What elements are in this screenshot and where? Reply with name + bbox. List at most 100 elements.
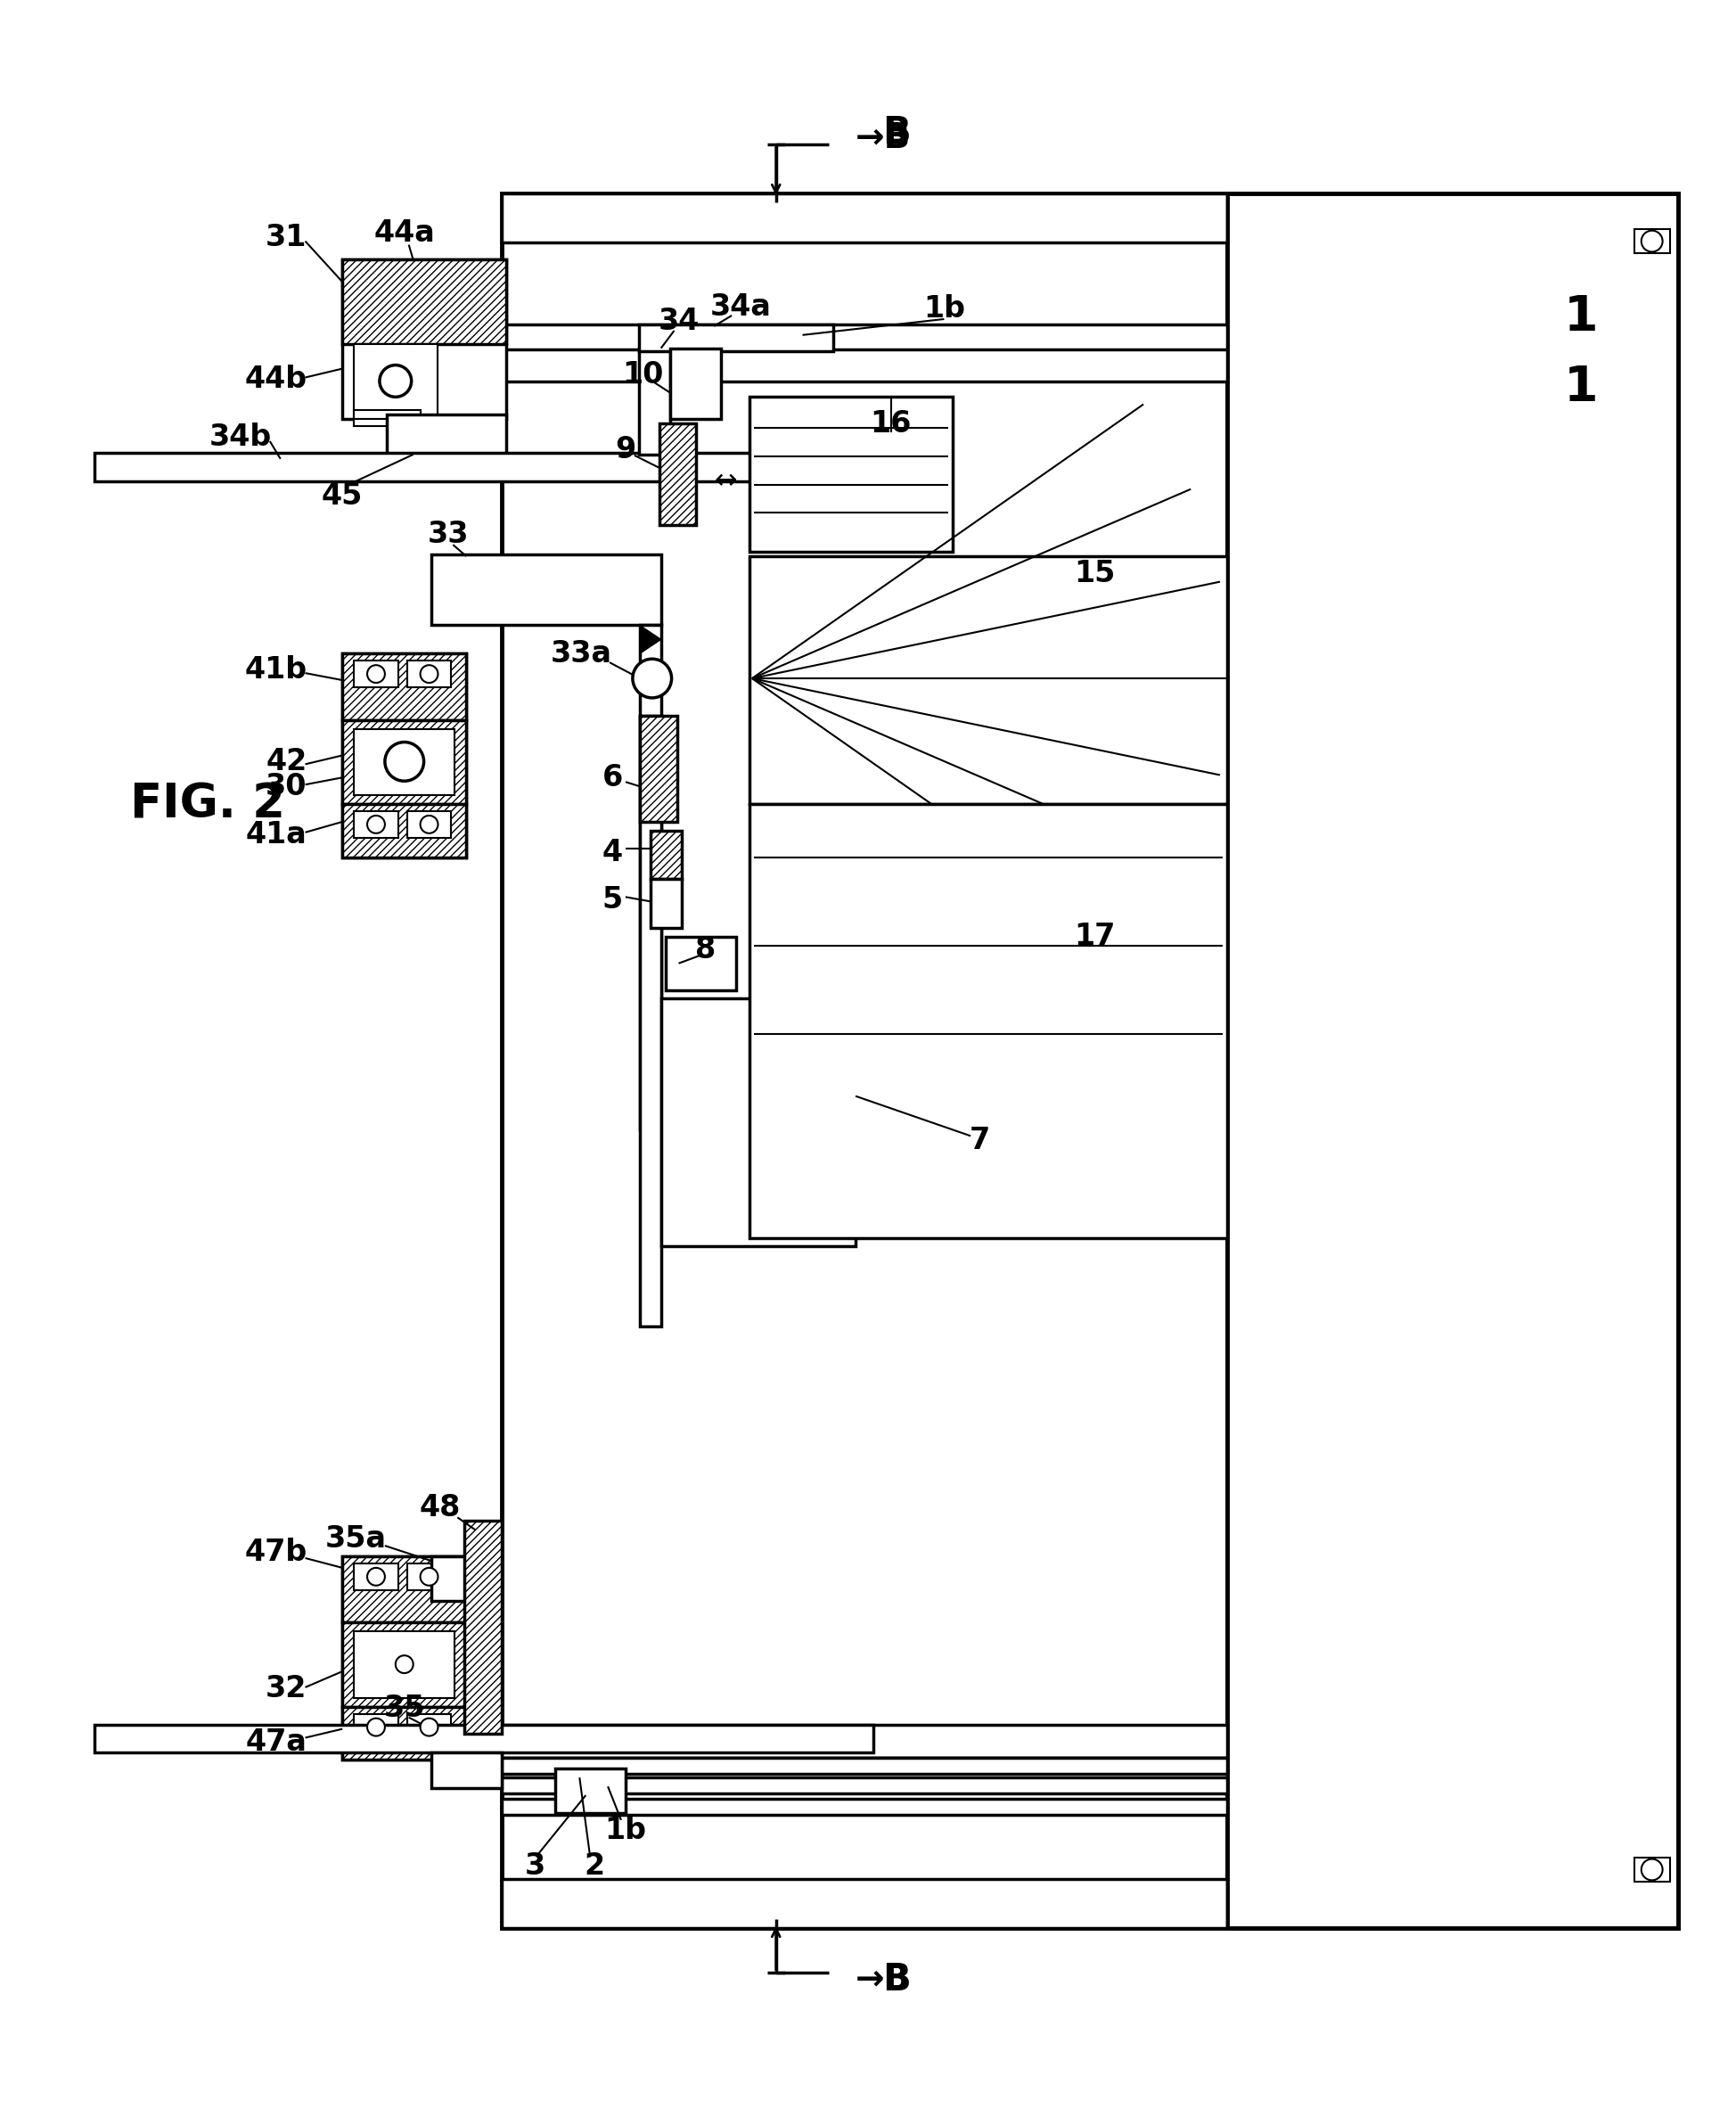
Circle shape	[420, 1719, 437, 1736]
Circle shape	[368, 815, 385, 834]
Circle shape	[396, 1655, 413, 1672]
Bar	[342, 260, 507, 419]
Text: 30: 30	[266, 773, 307, 800]
Bar	[342, 1706, 467, 1759]
Bar	[661, 999, 856, 1247]
Text: 34a: 34a	[710, 292, 771, 322]
Text: 47b: 47b	[245, 1537, 307, 1567]
Text: 1b: 1b	[604, 1816, 646, 1846]
Bar	[354, 1562, 398, 1590]
Bar	[1227, 193, 1679, 1929]
Bar	[431, 1556, 502, 1600]
Bar	[354, 1632, 455, 1698]
Bar	[670, 349, 720, 419]
Bar	[502, 1757, 1227, 1783]
Text: 15: 15	[1075, 559, 1115, 589]
Bar	[95, 1725, 873, 1753]
Text: 17: 17	[1075, 923, 1115, 951]
Bar	[502, 193, 1227, 241]
Text: 35: 35	[384, 1694, 425, 1723]
Text: 32: 32	[266, 1675, 307, 1704]
Circle shape	[368, 1569, 385, 1586]
Bar	[750, 804, 1227, 1238]
Text: FIG. 2: FIG. 2	[130, 781, 285, 828]
Bar	[406, 811, 451, 838]
Bar	[354, 419, 389, 426]
Text: 44a: 44a	[373, 218, 436, 248]
Text: 41a: 41a	[247, 819, 307, 849]
Text: 33a: 33a	[550, 639, 613, 669]
Bar	[406, 1562, 451, 1590]
Bar	[342, 1556, 467, 1624]
Text: 47a: 47a	[247, 1727, 307, 1757]
Circle shape	[420, 1569, 437, 1586]
Bar	[502, 324, 1227, 349]
Bar	[750, 557, 1227, 804]
Text: 7: 7	[969, 1126, 990, 1156]
Text: 5: 5	[602, 885, 623, 915]
Bar	[502, 1757, 1227, 1774]
Text: 1: 1	[1564, 294, 1599, 341]
Bar	[354, 1715, 398, 1740]
Text: →B: →B	[856, 121, 911, 155]
Text: 3: 3	[524, 1852, 545, 1880]
Bar	[342, 804, 467, 857]
Bar	[1634, 1857, 1670, 1882]
Text: 4: 4	[602, 838, 623, 868]
Bar	[502, 1799, 1227, 1814]
Bar	[406, 1715, 451, 1740]
Text: 48: 48	[418, 1492, 460, 1522]
Text: 45: 45	[321, 481, 363, 510]
Bar	[354, 661, 398, 688]
Bar	[502, 193, 1679, 1929]
Bar	[431, 1753, 502, 1789]
Bar	[556, 1768, 625, 1812]
Polygon shape	[641, 625, 661, 654]
Bar	[502, 1880, 1227, 1929]
Text: 33: 33	[427, 519, 469, 548]
Text: 16: 16	[870, 409, 911, 438]
Bar	[342, 1556, 467, 1759]
Circle shape	[420, 665, 437, 684]
Bar	[641, 716, 677, 821]
Text: 42: 42	[266, 747, 307, 777]
Bar	[1634, 229, 1670, 254]
Bar	[502, 1778, 1227, 1793]
Text: 35a: 35a	[325, 1524, 387, 1554]
Circle shape	[420, 815, 437, 834]
Bar	[651, 879, 681, 927]
Text: 44b: 44b	[245, 364, 307, 394]
Text: ↔: ↔	[713, 468, 736, 493]
Circle shape	[632, 658, 672, 699]
Bar	[665, 938, 736, 991]
Bar	[354, 811, 398, 838]
Bar	[387, 415, 507, 455]
Circle shape	[368, 1719, 385, 1736]
Circle shape	[385, 743, 424, 781]
Bar	[639, 349, 670, 455]
Bar	[641, 716, 661, 1325]
Bar	[342, 1624, 467, 1706]
Bar	[750, 398, 953, 553]
Text: 8: 8	[694, 936, 715, 965]
Bar	[639, 324, 833, 351]
Text: B: B	[882, 114, 910, 152]
Circle shape	[380, 364, 411, 398]
Text: 34: 34	[658, 307, 700, 337]
Bar	[354, 343, 437, 419]
Bar	[354, 728, 455, 796]
Bar	[342, 720, 467, 804]
Bar	[651, 830, 681, 879]
Text: 34b: 34b	[208, 421, 271, 451]
Text: B: B	[882, 1960, 910, 1998]
Text: 2: 2	[585, 1852, 604, 1880]
Bar	[431, 555, 661, 625]
Bar	[502, 1725, 1227, 1757]
Text: 1: 1	[1564, 364, 1599, 413]
Bar	[641, 625, 661, 1130]
Bar	[502, 349, 1227, 381]
Bar	[465, 1520, 502, 1734]
Text: 6: 6	[602, 762, 623, 792]
Text: 9: 9	[615, 436, 635, 466]
Text: →B: →B	[856, 1962, 911, 1996]
